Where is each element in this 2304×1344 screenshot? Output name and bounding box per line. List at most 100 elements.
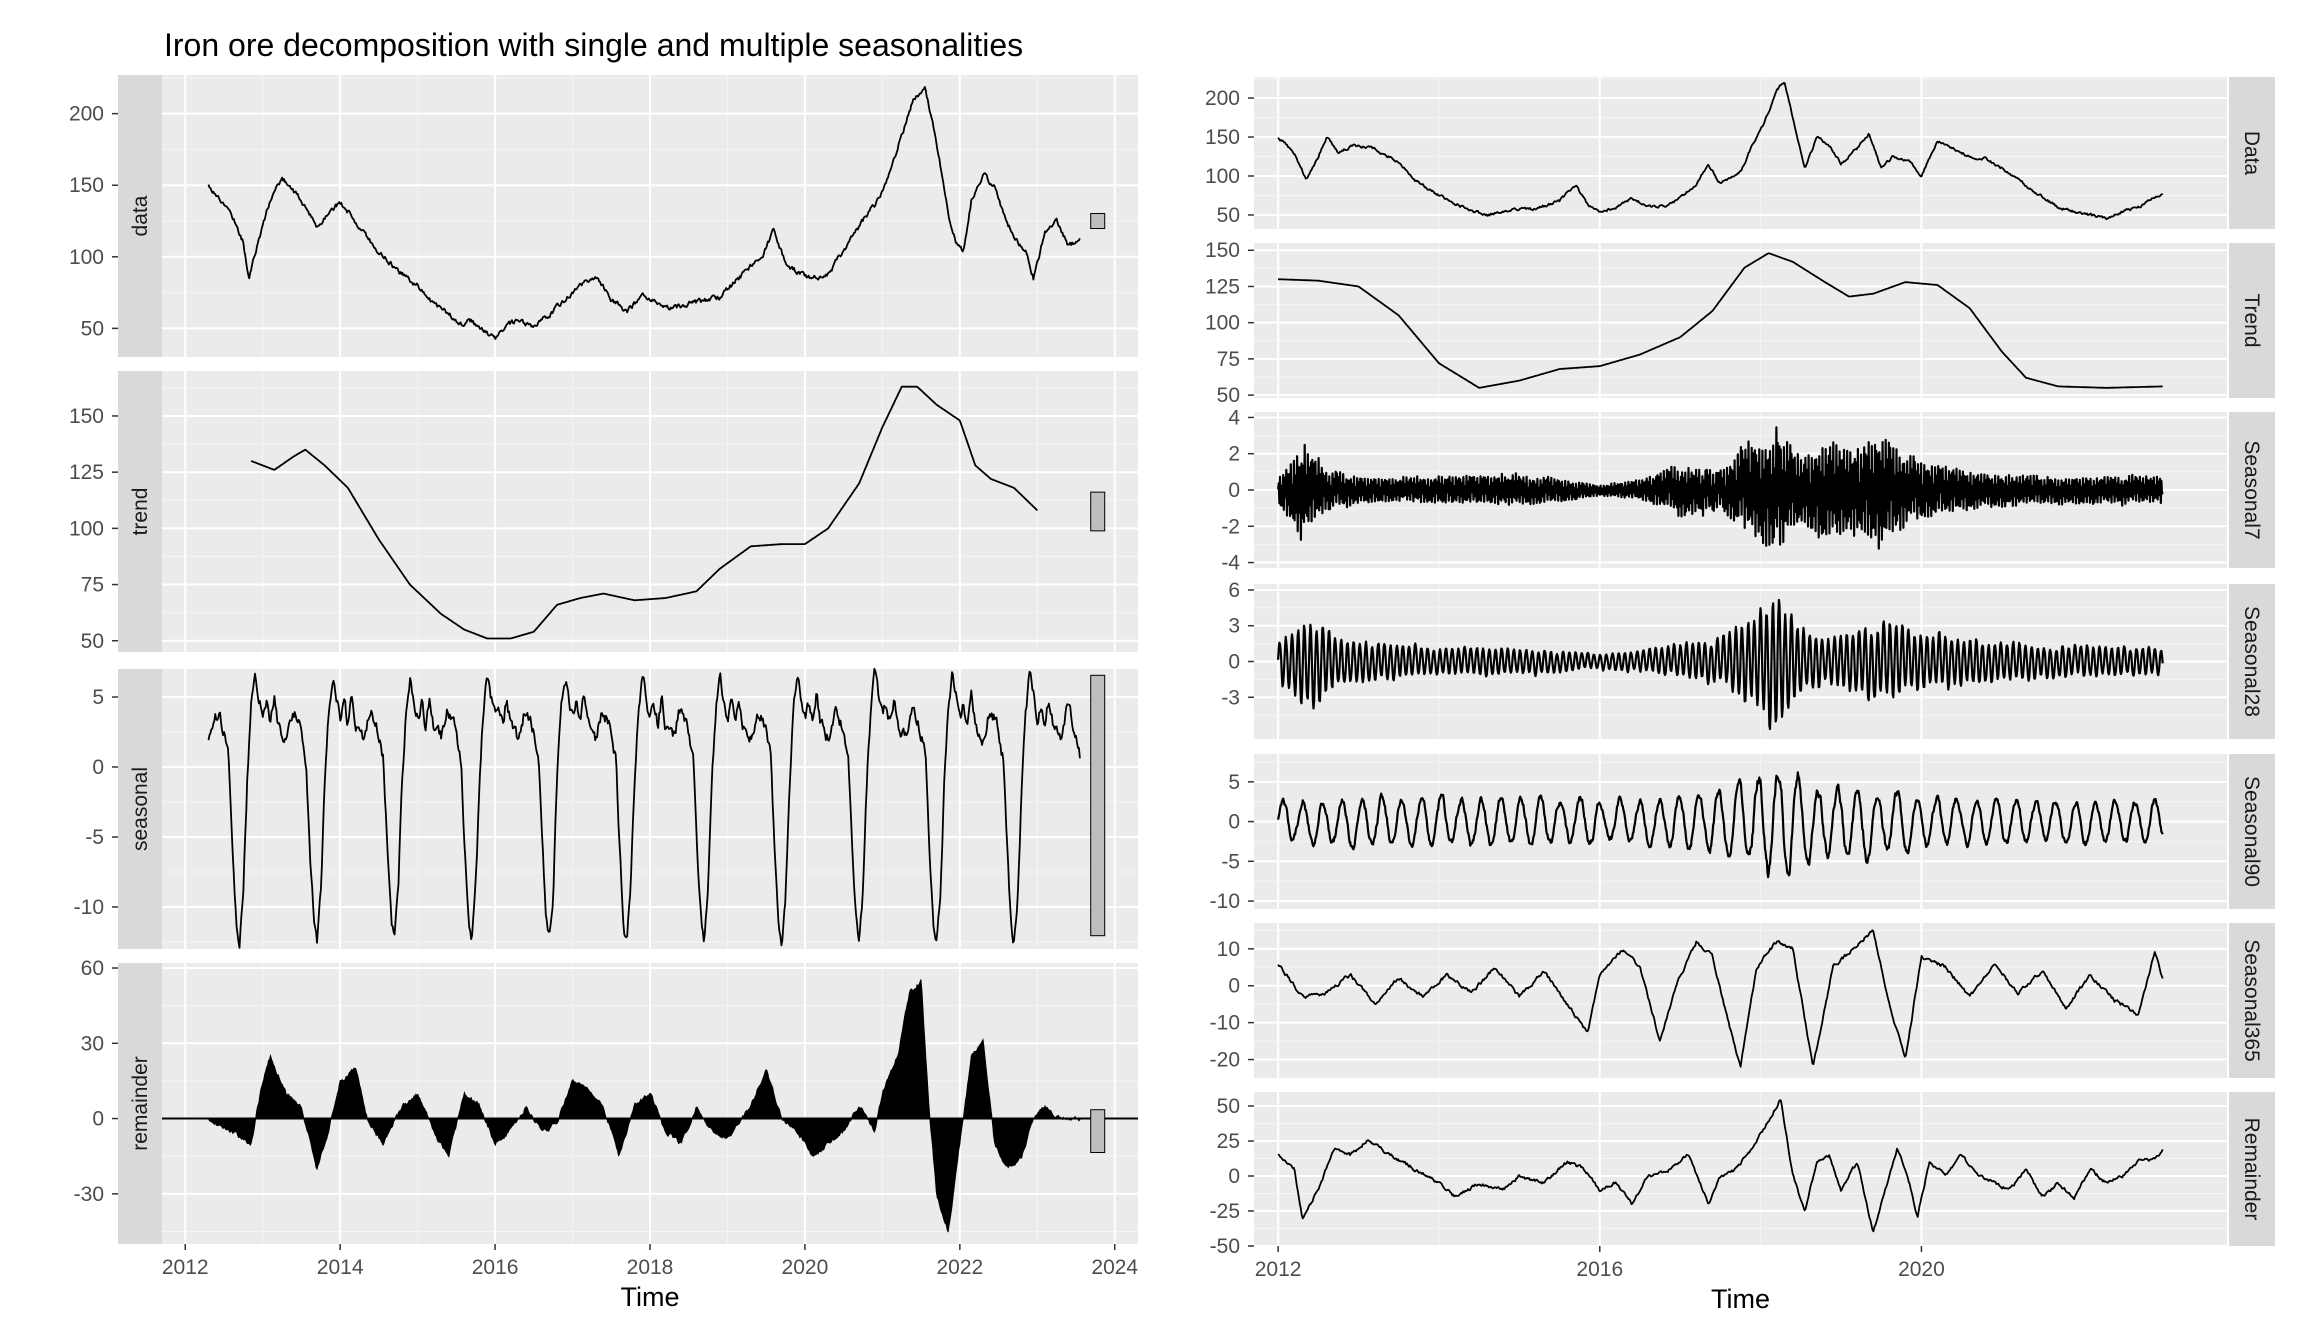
x-tick-label: 2012 [162,1256,209,1279]
panel-background [1254,243,2227,398]
left-facet-chart: 50100150200data5075100125150trend-10-505… [69,75,1138,1312]
series-remainder-area [208,979,1081,1233]
strip-background [118,963,162,1244]
x-tick-label: 2014 [317,1256,364,1279]
series-line-trend [1278,252,2163,389]
panel-seasonal90: -10 -5 0 5 Seasonal90 [1210,754,2275,913]
y-tick-label: 5 [92,686,104,709]
y-tick-label: 100 [1205,165,1240,188]
y-tick-label: -10 [1210,1012,1240,1035]
strip-background [2229,584,2275,739]
strip-label: seasonal [129,767,152,851]
x-tick-label: 2022 [936,1256,983,1279]
x-tick-label: 2012 [1255,1258,1302,1281]
series-line-seasonal90 [1277,771,2164,879]
y-tick-label: 50 [1217,204,1240,227]
series-line-seasonal7 [1277,426,2164,550]
strip-seasonal90: Seasonal90 [2229,754,2275,909]
y-tick-label: 100 [69,246,104,269]
y-tick-label: 0 [92,1108,104,1131]
strip-background [2229,1092,2275,1246]
x-tick-label: 2016 [1576,1258,1623,1281]
strip-background [2229,243,2275,398]
panel-background [1254,77,2227,229]
y-tick-label: 0 [1228,651,1240,674]
x-tick-label: 2024 [1091,1256,1138,1279]
strip-data: data [118,75,162,357]
panel-background [1254,923,2227,1078]
strip-background [118,75,162,357]
y-tick-label: -2 [1221,515,1240,538]
strip-background [118,371,162,652]
strip-seasonal: seasonal [118,669,162,949]
x-tick-label: 2020 [1898,1258,1945,1281]
panel-data: 50 100 150 200 data [69,75,1138,357]
strip-label: Seasonal90 [2240,776,2263,887]
y-tick-label: 0 [1228,975,1240,998]
strip-label: Seasonal7 [2240,440,2263,539]
strip-remainder: remainder [118,963,162,1244]
y-tick-label: 10 [1217,938,1240,961]
y-tick-label: -5 [85,826,104,849]
x-axis: 2012 2016 2020 Time [1255,1246,1945,1314]
y-tick-label: 125 [1205,275,1240,298]
y-tick-label: 60 [81,957,104,980]
y-tick-label: -25 [1210,1200,1240,1223]
series-line-seasonal365 [1277,929,2164,1068]
y-tick-label: 2 [1228,443,1240,466]
panel-seasonal28: -3 0 3 6 Seasonal28 [1221,579,2275,739]
strip-background [2229,77,2275,229]
y-tick-label: 25 [1217,1130,1240,1153]
panel-trend: 50 75 100 125 150 Trend [1205,239,2275,407]
y-tick-label: 150 [1205,239,1240,262]
y-tick-label: 150 [69,174,104,197]
y-tick-label: 150 [1205,126,1240,149]
y-tick-label: -4 [1221,552,1240,575]
strip-label: remainder [129,1056,152,1151]
strip-label: Seasonal28 [2240,606,2263,717]
strip-trend: Trend [2229,243,2275,398]
y-tick-label: -20 [1210,1049,1240,1072]
series-line-data [1277,81,2164,221]
strip-label: trend [129,488,152,536]
y-tick-label: 5 [1228,771,1240,794]
y-tick-label: -10 [1210,890,1240,913]
y-tick-label: -3 [1221,686,1240,709]
strip-background [2229,754,2275,909]
x-tick-label: 2016 [472,1256,519,1279]
y-tick-label: 30 [81,1032,104,1055]
panel-remainder: -50 -25 0 25 50 Remainder [1210,1092,2275,1258]
strip-seasonal28: Seasonal28 [2229,584,2275,739]
strip-label: Seasonal365 [2240,939,2263,1062]
range-bar [1090,1109,1106,1153]
x-tick-label: 2018 [627,1256,674,1279]
range-bar [1090,213,1106,230]
y-tick-label: 200 [69,103,104,126]
y-tick-label: 3 [1228,615,1240,638]
y-tick-label: 75 [81,574,104,597]
series-line-seasonal [207,667,1081,949]
strip-seasonal7: Seasonal7 [2229,412,2275,568]
series-line-seasonal28 [1277,598,2164,731]
y-tick-label: 100 [1205,312,1240,335]
panel-remainder: -30 0 30 60 remainder [74,957,1138,1244]
strip-label: Trend [2240,293,2263,347]
range-bar [1090,674,1106,937]
y-tick-label: 100 [69,517,104,540]
strip-background [2229,412,2275,568]
range-bar [1090,491,1106,532]
strip-trend: trend [118,371,162,652]
chart-title: Iron ore decomposition with single and m… [164,27,1023,63]
y-tick-label: 0 [1228,479,1240,502]
strip-seasonal365: Seasonal365 [2229,923,2275,1078]
y-tick-label: 0 [1228,1165,1240,1188]
y-tick-label: -30 [74,1183,104,1206]
y-tick-label: 75 [1217,348,1240,371]
y-tick-label: 0 [1228,811,1240,834]
strip-data: Data [2229,77,2275,229]
x-axis-title: Time [1711,1284,1770,1314]
y-tick-label: -50 [1210,1235,1240,1258]
panel-trend: 50 75 100 125 150 trend [69,371,1138,653]
right-facet-chart: 50100150200Data5075100125150Trend-4-2024… [1205,77,2275,1314]
